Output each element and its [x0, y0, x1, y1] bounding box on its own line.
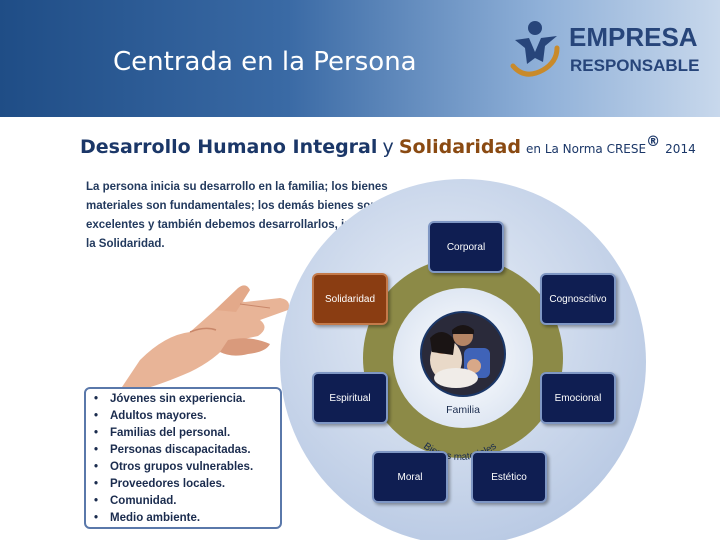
beneficiaries-list-box: Jóvenes sin experiencia.Adultos mayores.… [84, 387, 282, 529]
center-label: Familia [446, 404, 480, 416]
header-banner: Centrada en la Persona EMPRESA RESPONSAB… [0, 0, 720, 117]
page-title: Centrada en la Persona [113, 47, 417, 77]
list-item: Familias del personal. [94, 425, 280, 442]
helping-hands-image [120, 285, 289, 390]
list-item: Medio ambiente. [94, 510, 280, 527]
list-item: Adultos mayores. [94, 408, 280, 425]
title-part-norma: en La Norma CRESE [526, 142, 647, 156]
list-item: Otros grupos vulnerables. [94, 459, 280, 476]
title-part-solidaridad: Solidaridad [398, 136, 521, 158]
empresa-responsable-logo: EMPRESA RESPONSABLE [505, 18, 699, 80]
registered-mark: ® [646, 134, 661, 150]
person-logo-icon [510, 21, 560, 77]
title-part-y: y [382, 136, 394, 158]
intro-paragraph: La persona inicia su desarrollo en la fa… [86, 181, 402, 250]
logo-text-responsable: RESPONSABLE [570, 56, 700, 75]
list-item: Personas discapacitadas. [94, 442, 280, 459]
node-solidaridad: Solidaridad [312, 273, 388, 325]
node-emocional: Emocional [540, 372, 616, 424]
list-item: Jóvenes sin experiencia. [94, 391, 280, 408]
list-item: Proveedores locales. [94, 476, 280, 493]
node-corporal: Corporal [428, 221, 504, 273]
beneficiaries-list: Jóvenes sin experiencia.Adultos mayores.… [94, 391, 280, 527]
logo-text-empresa: EMPRESA [569, 22, 698, 52]
list-item: Comunidad. [94, 493, 280, 510]
node-moral: Moral [372, 451, 448, 503]
node-cognoscitivo: Cognoscitivo [540, 273, 616, 325]
title-year: 2014 [665, 142, 696, 156]
family-photo [420, 311, 506, 397]
node-estetico: Estético [471, 451, 547, 503]
main-title: Desarrollo Humano Integral y Solidaridad… [80, 134, 696, 158]
node-espiritual: Espiritual [312, 372, 388, 424]
title-part-desarrollo: Desarrollo Humano Integral [80, 136, 378, 158]
